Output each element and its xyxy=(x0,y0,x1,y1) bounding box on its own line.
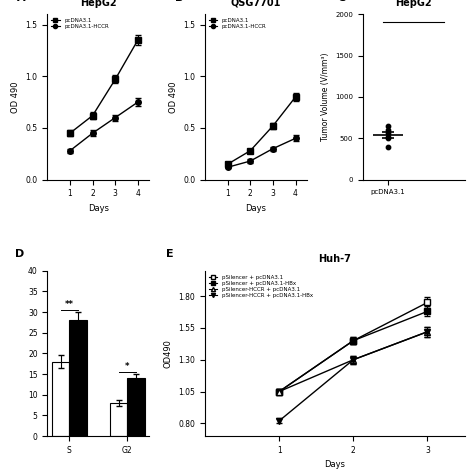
Legend: pcDNA3.1, pcDNA3.1-HCCR: pcDNA3.1, pcDNA3.1-HCCR xyxy=(208,17,268,30)
Text: *: * xyxy=(125,362,129,371)
Text: **: ** xyxy=(65,300,74,309)
X-axis label: Days: Days xyxy=(324,460,345,469)
Point xyxy=(384,129,392,137)
Y-axis label: OD490: OD490 xyxy=(164,339,173,368)
Title: Huh-7: Huh-7 xyxy=(319,255,351,264)
Title: HepG2: HepG2 xyxy=(80,0,117,8)
X-axis label: Days: Days xyxy=(246,204,266,213)
Legend: pcDNA3.1, pcDNA3.1-HCCR: pcDNA3.1, pcDNA3.1-HCCR xyxy=(50,17,110,30)
Text: A: A xyxy=(17,0,26,3)
Point xyxy=(384,126,392,134)
Y-axis label: OD 490: OD 490 xyxy=(169,81,178,113)
Text: D: D xyxy=(15,249,24,259)
Text: E: E xyxy=(166,249,174,259)
Point xyxy=(384,133,392,140)
Y-axis label: OD 490: OD 490 xyxy=(11,81,20,113)
Bar xyxy=(52,362,69,436)
Bar xyxy=(127,378,145,436)
Point xyxy=(384,122,392,130)
Text: B: B xyxy=(174,0,183,3)
Title: HepG2: HepG2 xyxy=(395,0,432,8)
Point xyxy=(384,143,392,150)
Point xyxy=(384,135,392,142)
Text: C: C xyxy=(337,0,346,3)
Title: QSG7701: QSG7701 xyxy=(231,0,281,8)
Legend: pSilencer + pcDNA3.1, pSilencer + pcDNA3.1-HBx, pSilencer-HCCR + pcDNA3.1, pSile: pSilencer + pcDNA3.1, pSilencer + pcDNA3… xyxy=(208,273,314,299)
Bar xyxy=(110,403,127,436)
Y-axis label: Tumor Volume (V/mm³): Tumor Volume (V/mm³) xyxy=(320,53,329,141)
Bar xyxy=(69,320,87,436)
X-axis label: Days: Days xyxy=(88,204,109,213)
